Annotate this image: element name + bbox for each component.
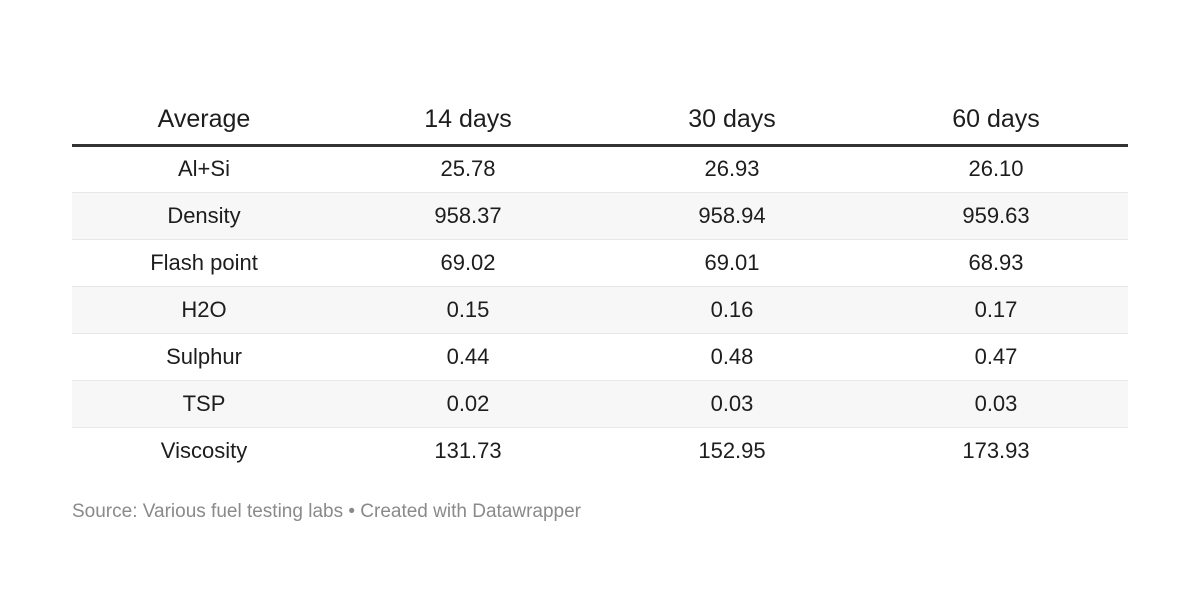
table-body: Al+Si 25.78 26.93 26.10 Density 958.37 958.94 9… bbox=[72, 145, 1128, 474]
row-label: H2O bbox=[72, 286, 336, 334]
row-label: Density bbox=[72, 192, 336, 240]
cell-value: 959.63 bbox=[864, 192, 1128, 240]
cell-value: 958.37 bbox=[336, 192, 600, 240]
cell-value: 0.17 bbox=[864, 286, 1128, 334]
cell-value: 0.15 bbox=[336, 286, 600, 334]
table-row: Viscosity 131.73 152.95 173.93 bbox=[72, 427, 1128, 474]
row-label: TSP bbox=[72, 380, 336, 428]
table-row: Flash point 69.02 69.01 68.93 bbox=[72, 239, 1128, 287]
cell-value: 131.73 bbox=[434, 437, 502, 463]
row-label: Flash point bbox=[72, 239, 336, 287]
cell-value: 69.02 bbox=[336, 239, 600, 287]
column-header-14-days: 14 days bbox=[336, 95, 600, 147]
cell-value: 68.93 bbox=[864, 239, 1128, 287]
cell-value: 0.47 bbox=[864, 333, 1128, 381]
cell-value: 0.03 bbox=[600, 380, 864, 428]
header-row: Average 14 days 30 days 60 days bbox=[72, 95, 1128, 147]
column-header-60-days: 60 days bbox=[864, 95, 1128, 147]
cell-value: 26.10 bbox=[864, 145, 1128, 193]
table-header: Average 14 days 30 days 60 days bbox=[72, 95, 1128, 147]
row-label: Sulphur bbox=[72, 333, 336, 381]
table-row: Density 958.37 958.94 959.63 bbox=[72, 192, 1128, 240]
row-label: Viscosity bbox=[160, 437, 248, 463]
table-row: TSP 0.02 0.03 0.03 bbox=[72, 380, 1128, 428]
table-row: Sulphur 0.44 0.48 0.47 bbox=[72, 333, 1128, 381]
cell-value: 0.16 bbox=[600, 286, 864, 334]
cell-value: 958.94 bbox=[600, 192, 864, 240]
cell-value: 152.95 bbox=[698, 437, 766, 463]
table-row: Al+Si 25.78 26.93 26.10 bbox=[72, 145, 1128, 193]
cell-value: 26.93 bbox=[600, 145, 864, 193]
cell-value: 173.93 bbox=[962, 437, 1030, 463]
column-header-30-days: 30 days bbox=[600, 95, 864, 147]
datawrapper-table-page: Average 14 days 30 days 60 days Al+Si 25.… bbox=[72, 95, 1128, 522]
cell-value: 69.01 bbox=[600, 239, 864, 287]
cell-value: 0.03 bbox=[864, 380, 1128, 428]
row-label: Al+Si bbox=[72, 145, 336, 193]
table-row: H2O 0.15 0.16 0.17 bbox=[72, 286, 1128, 334]
source-line: Source: Various fuel testing labs • Crea… bbox=[72, 501, 582, 522]
cell-value: 25.78 bbox=[336, 145, 600, 193]
cell-value: 0.44 bbox=[336, 333, 600, 381]
cell-value: 0.48 bbox=[600, 333, 864, 381]
column-header-average: Average bbox=[72, 95, 336, 147]
cell-value: 0.02 bbox=[336, 380, 600, 428]
data-table: Average 14 days 30 days 60 days Al+Si 25.… bbox=[72, 95, 1128, 474]
